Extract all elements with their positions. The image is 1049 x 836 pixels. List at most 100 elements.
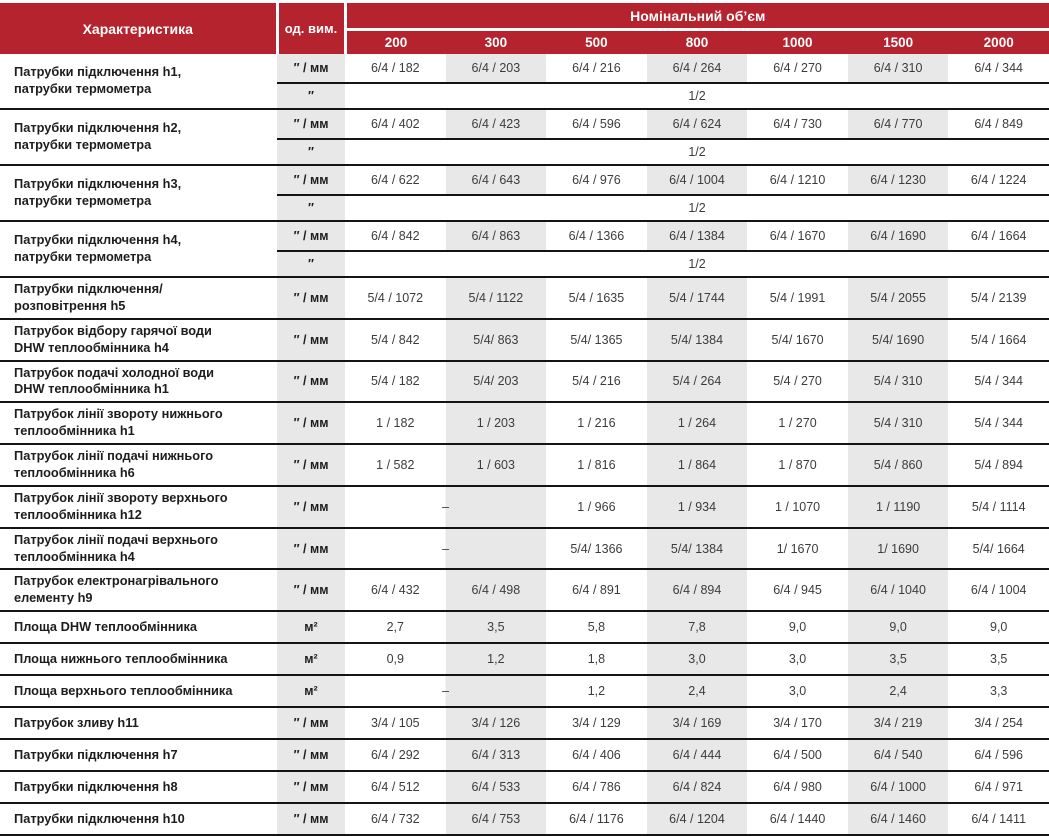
value-cell: 5/4 / 894 bbox=[948, 443, 1049, 486]
row-label-line: Патрубки підключення h3, bbox=[14, 176, 182, 192]
row-label: Патрубок лінії подачі верхнього теплообмі… bbox=[0, 526, 278, 570]
value-cell: 6/4 / 292 bbox=[345, 738, 446, 772]
value-cell: 1 / 1190 bbox=[847, 484, 949, 528]
unit-cell: ″ / мм bbox=[277, 443, 346, 486]
value-cell: 6/4 / 1664 bbox=[948, 220, 1049, 251]
value-cell: 5/4 / 1744 bbox=[646, 276, 748, 319]
value-cell: 6/4 / 313 bbox=[445, 738, 547, 772]
row-label: Патрубки підключення h1, патрубки термоме… bbox=[0, 54, 277, 109]
volume-header-row: 200 300 500 800 1000 1500 2000 bbox=[0, 29, 1049, 54]
value-cell: 1 / 966 bbox=[546, 484, 647, 528]
value-cell: 6/4 / 1690 bbox=[847, 220, 949, 251]
row-label-line: теплообмінника h12 bbox=[14, 506, 142, 522]
row-label-line: Патрубки підключення h1, bbox=[14, 64, 182, 80]
value-cell: 3,5 bbox=[847, 642, 949, 676]
value-cell: 6/4 / 1384 bbox=[646, 220, 748, 251]
value-cell: 0,9 bbox=[345, 642, 446, 676]
value-cell: 2,7 bbox=[345, 610, 446, 644]
row-label: Патрубки підключення h4, патрубки термоме… bbox=[0, 220, 278, 277]
value-cell: 5/4 / 1122 bbox=[445, 276, 547, 319]
value-cell: 1 / 870 bbox=[747, 443, 848, 486]
value-cell: 1,2 bbox=[546, 674, 647, 708]
value-cell: 5/4/ 1366 bbox=[546, 526, 647, 570]
unit-cell: м² bbox=[277, 674, 346, 708]
unit-cell: ″ / мм bbox=[277, 359, 346, 403]
table-row: Патрубки підключення h10 ″ / мм 6/4 / 732 6… bbox=[0, 802, 1049, 836]
value-cell: 1 / 182 bbox=[345, 401, 446, 445]
row-label-line: DHW теплообмінника h4 bbox=[14, 339, 169, 355]
row-label: Патрубок електронагрівального елементу h9 bbox=[0, 568, 278, 612]
value-cell: 2,4 bbox=[847, 674, 949, 708]
value-cell: 6/4 / 270 bbox=[773, 61, 822, 75]
value-cell: 3,5 bbox=[948, 642, 1049, 676]
value-cell: 5/4/ 1690 bbox=[847, 317, 949, 361]
value-cell: 5/4/ 1365 bbox=[546, 317, 647, 361]
value-cell: 6/4 / 1004 bbox=[646, 164, 748, 195]
row-label-line: розповітрення h5 bbox=[14, 297, 126, 313]
table-row: Патрубок відбору гарячої води DHW теплооб… bbox=[0, 317, 1049, 361]
value-cell: 6/4 / 444 bbox=[646, 738, 748, 772]
value-cell: 3/4 / 126 bbox=[445, 706, 547, 740]
value-cell: 3/4 / 169 bbox=[646, 706, 748, 740]
unit-cell: ″ bbox=[277, 194, 346, 221]
table-row: Площа нижнього теплообмінника м² 0,9 1,2 1,8… bbox=[0, 642, 1049, 676]
row-label-line: Патрубки підключення h2, bbox=[14, 120, 182, 136]
value-cell: 5/4/ 1384 bbox=[646, 317, 748, 361]
row-label: Патрубок відбору гарячої води DHW теплооб… bbox=[0, 317, 278, 361]
table-row: Патрубок лінії подачі верхнього теплообмі… bbox=[0, 526, 1049, 570]
unit-cell: ″ / мм bbox=[277, 317, 346, 361]
value-cell: 5/4 / 310 bbox=[847, 359, 949, 403]
row-label-line: Патрубки підключення h4, bbox=[14, 232, 182, 248]
value-cell: 6/4 / 786 bbox=[546, 770, 647, 804]
value-cell: 5/4 / 1635 bbox=[546, 276, 647, 319]
value-cell: 6/4 / 1460 bbox=[847, 802, 949, 836]
row-label-line: теплообмінника h4 bbox=[14, 548, 135, 564]
value-cell: 5/4 / 1072 bbox=[345, 276, 446, 319]
header-row-top: Характеристика од. вим. Номінальний об’є… bbox=[0, 3, 1049, 54]
value-cell: 6/4 / 264 bbox=[646, 54, 748, 83]
column-header-nominal-volume: Номінальний об’єм bbox=[345, 3, 1049, 31]
value-cell: 6/4 / 406 bbox=[546, 738, 647, 772]
table-row-thermometer-sub: ″ 1/2 bbox=[0, 250, 1049, 277]
value-cell: 6/4 / 753 bbox=[445, 802, 547, 836]
value-cell: 1 / 864 bbox=[646, 443, 748, 486]
row-label-line: Патрубки підключення h7 bbox=[14, 746, 178, 762]
value-cell: 6/4 / 1411 bbox=[948, 802, 1049, 836]
row-label-line: Патрубок зливу h11 bbox=[14, 714, 139, 730]
row-label-line: Патрубки підключення h10 bbox=[14, 810, 185, 826]
row-label-line: Патрубок відбору гарячої води bbox=[14, 322, 212, 338]
value-cell: 3,0 bbox=[747, 642, 848, 676]
value-cell: 5/4 / 216 bbox=[546, 359, 647, 403]
value-cell: 9,0 bbox=[847, 610, 949, 644]
row-label-line: патрубки термометра bbox=[14, 249, 152, 264]
shared-value-cell: 1/2 bbox=[345, 250, 1049, 277]
value-cell: 6/4 / 732 bbox=[345, 802, 446, 836]
value-cell: 6/4 / 432 bbox=[345, 568, 446, 612]
value-cell: 1 / 816 bbox=[546, 443, 647, 486]
value-cell: 6/4 / 500 bbox=[747, 738, 848, 772]
value-cell: 5/4 / 1114 bbox=[948, 484, 1049, 528]
value-cell: 5/4 / 264 bbox=[646, 359, 748, 403]
row-label-line: Площа DHW теплообмінника bbox=[14, 618, 198, 634]
unit-cell: ″ / мм bbox=[277, 401, 346, 445]
row-label: Патрубок лінії подачі нижнього теплообмін… bbox=[0, 443, 278, 486]
value-cell: 5/4 / 1664 bbox=[948, 317, 1049, 361]
value-cell: 1/ 1690 bbox=[847, 526, 949, 570]
value-cell: 3/4 / 254 bbox=[948, 706, 1049, 740]
row-label-line: Патрубок лінії подачі нижнього bbox=[14, 448, 214, 464]
value-cell: 6/4 / 980 bbox=[747, 770, 848, 804]
row-label-line: Патрубки підключення/ bbox=[14, 281, 163, 296]
unit-cell: ″ bbox=[277, 82, 346, 109]
dash-cell: – bbox=[345, 674, 547, 708]
value-cell: 3,5 bbox=[445, 610, 547, 644]
value-cell: 6/4 / 891 bbox=[546, 568, 647, 612]
row-label: Патрубки підключення h7 bbox=[0, 738, 278, 772]
volume-header-1500: 1500 bbox=[847, 29, 949, 54]
value-cell: 5/4 / 1991 bbox=[747, 276, 848, 319]
row-label-line: Патрубок лінії звороту верхнього bbox=[14, 489, 228, 505]
value-cell: 6/4 / 512 bbox=[345, 770, 446, 804]
table-row: Патрубок електронагрівального елементу h9… bbox=[0, 568, 1049, 612]
value-cell: 6/4 / 622 bbox=[345, 164, 446, 195]
table-row-thermometer-sub: ″ 1/2 bbox=[0, 82, 1049, 109]
